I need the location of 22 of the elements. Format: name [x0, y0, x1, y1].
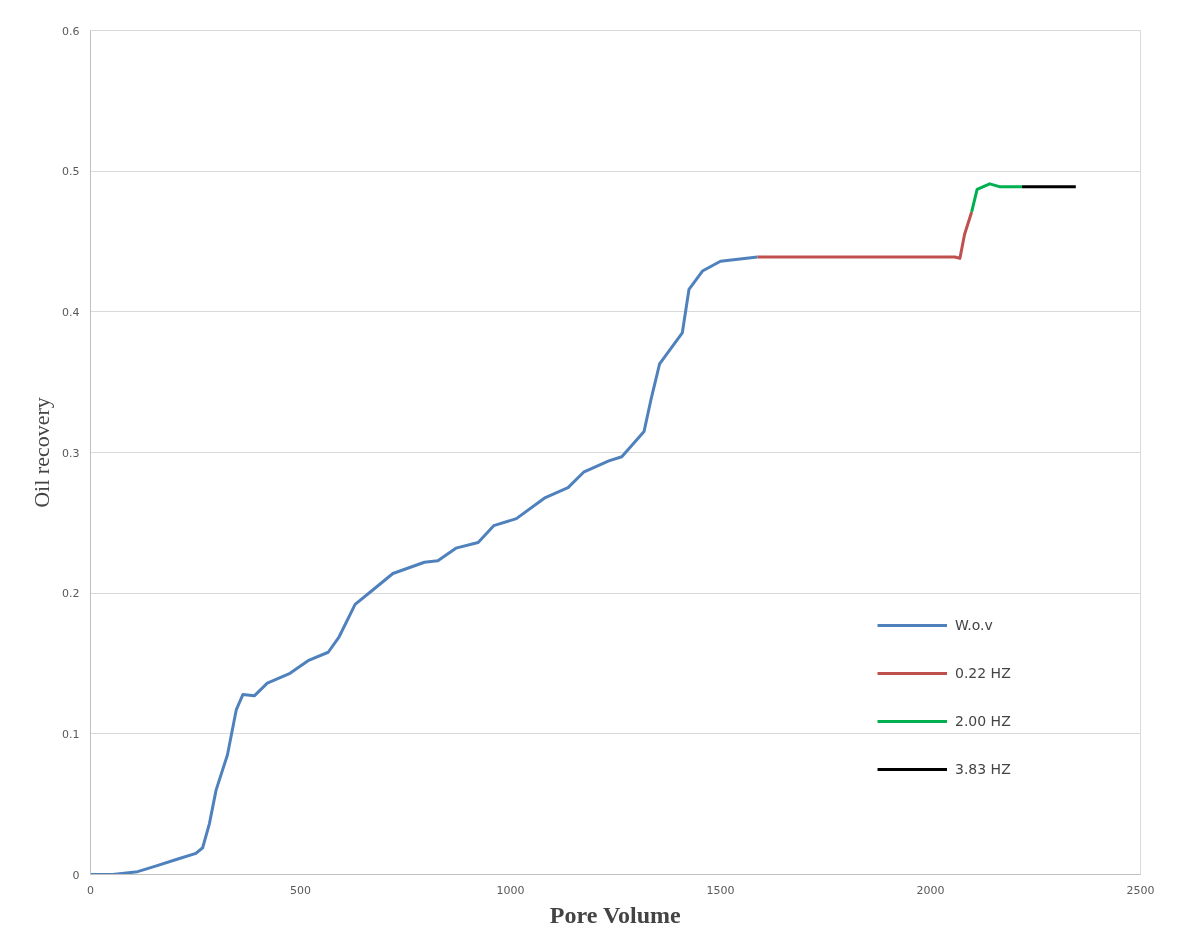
legend-label: 0.22 HZ	[955, 665, 1012, 681]
line-series	[90, 255, 759, 875]
y-tick-label: 0.5	[62, 165, 80, 179]
legend-label: W.o.v	[955, 617, 994, 633]
x-tick-label: 1500	[706, 883, 735, 897]
y-tick-label: 0.6	[62, 24, 80, 38]
legend-label: 2.00 HZ	[955, 713, 1012, 729]
line-series	[970, 182, 1024, 214]
x-tick-label: 0	[87, 883, 94, 897]
y-tick-label: 0.1	[62, 727, 80, 741]
line-series	[755, 210, 974, 260]
y-tick-label: 0.4	[62, 305, 80, 319]
x-tick-label: 2000	[916, 883, 945, 897]
y-tick-label: 0.2	[62, 587, 80, 601]
x-axis-title: Pore Volume	[549, 901, 682, 928]
x-tick-label: 1000	[496, 883, 525, 897]
y-axis-title: Oil recovery	[29, 397, 55, 508]
legend-label: 3.83 HZ	[955, 761, 1012, 777]
y-tick-label: 0	[72, 868, 80, 882]
x-tick-label: 2500	[1126, 883, 1155, 897]
x-tick-label: 500	[290, 883, 311, 897]
y-tick-label: 0.3	[62, 446, 80, 460]
